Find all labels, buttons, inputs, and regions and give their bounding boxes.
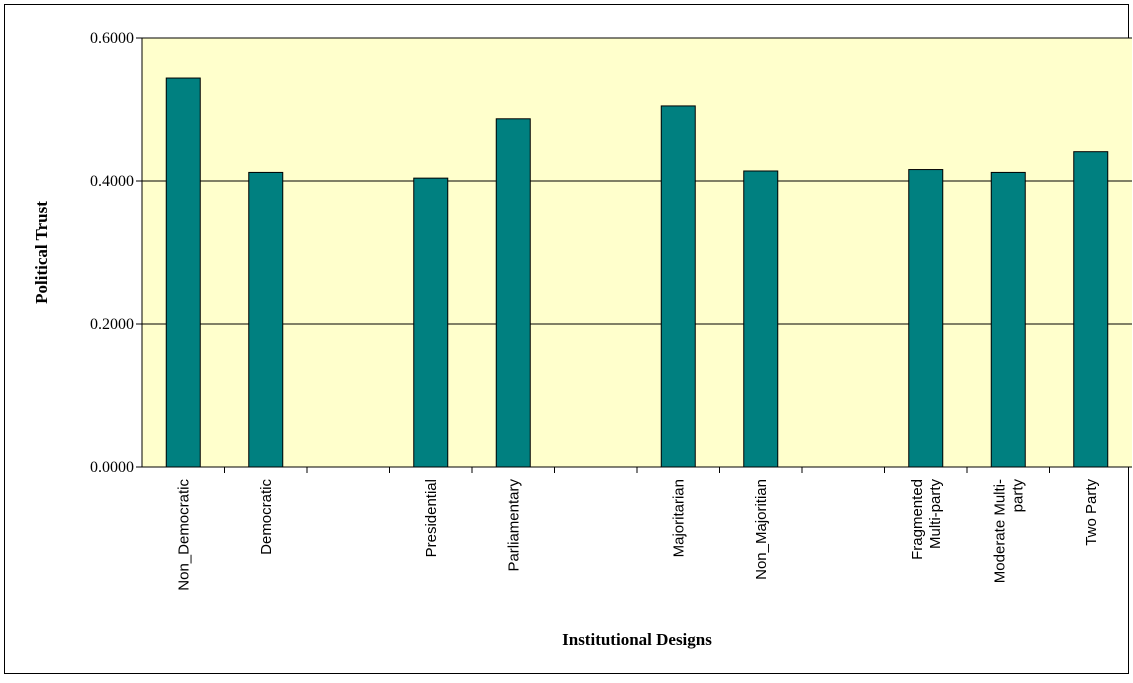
x-category-label: Non_Democratic <box>175 479 192 591</box>
gridlines <box>142 37 1132 325</box>
plot-area <box>142 38 1132 467</box>
x-category-label-line: Fragmented <box>909 479 926 560</box>
x-category-label-line: Multi-party <box>927 479 944 550</box>
bar <box>990 171 1026 468</box>
y-tick-labels: 0.0000 0.2000 0.4000 0.6000 <box>90 30 134 476</box>
axes <box>136 37 1132 473</box>
bar <box>248 171 284 468</box>
bar <box>495 118 531 468</box>
y-tick-label: 0.0000 <box>90 459 134 476</box>
bars <box>165 77 1109 468</box>
x-category-label: Presidential <box>423 479 440 557</box>
x-category-labels: Non_Democratic Democratic Presidential Parl… <box>175 479 1100 591</box>
bar <box>908 169 944 468</box>
x-category-label: Majoritarian <box>670 479 687 557</box>
x-category-label: Fragmented Multi-party <box>909 479 944 560</box>
x-category-label: Democratic <box>258 479 275 555</box>
x-category-label: Two Party <box>1083 479 1100 546</box>
chart-frame: 0.0000 0.2000 0.4000 0.6000 Non_Democratic D… <box>4 4 1132 674</box>
x-category-label: Moderate Multi-party <box>991 479 1026 584</box>
bar <box>743 170 779 468</box>
y-tick-label: 0.6000 <box>90 30 134 47</box>
bar <box>165 77 201 468</box>
y-axis-title: Political Trust <box>32 201 51 304</box>
x-category-label-line: Democratic <box>258 479 275 555</box>
x-category-label-line: Two Party <box>1083 479 1100 546</box>
x-category-label-line: party <box>1009 479 1026 513</box>
x-axis-title: Institutional Designs <box>562 630 712 649</box>
y-tick-label: 0.2000 <box>90 316 134 333</box>
bar <box>413 177 449 468</box>
x-category-label-line: Non_Democratic <box>175 479 192 591</box>
bar <box>1073 151 1109 468</box>
x-category-label: Non_Majoritian <box>753 479 770 580</box>
x-category-label-line: Presidential <box>423 479 440 557</box>
bar <box>660 105 696 468</box>
x-category-label-line: Majoritarian <box>670 479 687 557</box>
x-category-label: Parliamentary <box>505 479 522 572</box>
x-category-label-line: Moderate Multi- <box>991 479 1008 583</box>
x-category-label-line: Parliamentary <box>505 479 522 572</box>
x-category-label-line: Non_Majoritian <box>753 479 770 580</box>
y-tick-label: 0.4000 <box>90 173 134 190</box>
bar-chart: 0.0000 0.2000 0.4000 0.6000 Non_Democratic D… <box>32 30 1132 649</box>
